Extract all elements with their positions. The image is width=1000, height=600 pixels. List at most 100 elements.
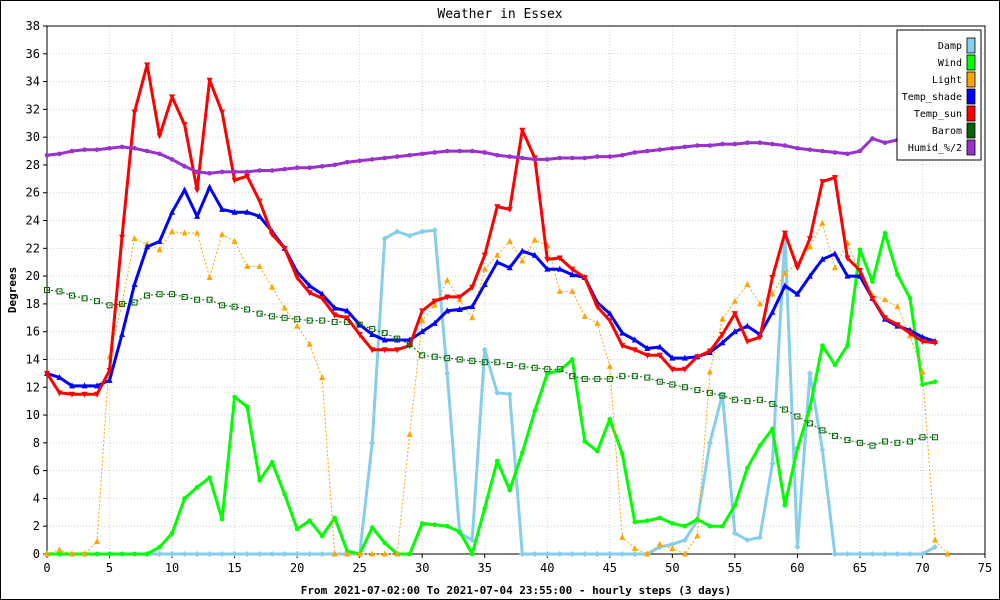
x-tick-label: 30 (415, 561, 429, 575)
barom-point (781, 406, 788, 413)
wind-point (482, 505, 488, 511)
damp-point (381, 235, 388, 242)
wind-point (607, 416, 613, 422)
wind-point (657, 515, 663, 521)
barom-point (706, 389, 713, 396)
light-point (894, 303, 901, 310)
temp-shade-point (531, 251, 538, 258)
humid-2-point (307, 165, 312, 171)
temp-sun-point (181, 122, 188, 129)
wind-point (182, 496, 187, 501)
humid-2-point (157, 151, 162, 157)
damp-point (706, 439, 713, 446)
legend: Damp Wind Light Temp_shade Temp_sun Barom Humi… (896, 29, 982, 161)
barom-point (319, 317, 326, 324)
damp-point (419, 228, 426, 235)
wind-point (144, 551, 150, 557)
damp-point (219, 551, 226, 557)
barom-point (719, 392, 726, 399)
light-point (681, 550, 688, 557)
barom-point (494, 359, 501, 366)
light-point (556, 287, 563, 294)
humid-2-point (219, 169, 225, 175)
wind-point (294, 526, 300, 532)
wind-point (457, 529, 463, 535)
y-tick-label: 38 (26, 19, 40, 33)
humid-2-point (782, 143, 788, 148)
temp-sun-point (494, 204, 501, 211)
wind-point (569, 357, 575, 362)
light-point (631, 544, 638, 551)
light-point (931, 536, 938, 543)
barom-point (444, 355, 451, 362)
x-tick-label: 10 (165, 561, 179, 575)
temp-shade-point (781, 282, 788, 289)
temp-sun-point (781, 230, 788, 237)
damp-point (831, 551, 838, 557)
barom-point (644, 374, 651, 381)
barom-point (131, 299, 138, 306)
barom-point (256, 310, 263, 317)
y-tick-label: 18 (26, 297, 40, 311)
damp-point (869, 551, 876, 557)
humid-2-point (369, 157, 375, 162)
temp-shade-point (106, 376, 113, 383)
legend-swatch-damp (966, 37, 976, 54)
damp-point (919, 551, 926, 557)
light-point (231, 237, 238, 244)
barom-point (381, 330, 388, 337)
damp-point (169, 551, 176, 557)
humid-2-point (870, 136, 875, 141)
wind-point (707, 523, 713, 529)
humid-2-point (269, 168, 275, 173)
light-point (719, 315, 726, 322)
temp-sun-point (681, 366, 688, 373)
light-point (606, 362, 613, 369)
temp-sun-point (881, 315, 888, 322)
temp-sun-point (856, 268, 863, 275)
y-tick-label: 4 (33, 491, 40, 505)
barom-point (419, 352, 426, 359)
light-point (744, 280, 751, 287)
y-tick-label: 22 (26, 241, 40, 255)
humid-2-point (757, 140, 763, 146)
barom-point (894, 439, 901, 446)
barom-point (69, 292, 76, 299)
damp-point (844, 551, 851, 557)
temp-shade-point (231, 208, 238, 215)
temp-sun-point (394, 347, 401, 354)
temp-sun-point (744, 338, 751, 345)
light-point (519, 257, 526, 264)
barom-point (44, 287, 50, 293)
temp-shade-point (519, 247, 526, 254)
temp-sun-point (669, 366, 676, 373)
light-point (781, 269, 788, 276)
damp-point (544, 551, 551, 557)
light-point (669, 544, 676, 551)
damp-point (494, 389, 501, 396)
barom-point (731, 396, 738, 403)
temp-shade-point (256, 212, 263, 219)
barom-point (219, 302, 226, 309)
damp-point (744, 537, 751, 544)
damp-point (194, 551, 201, 557)
humid-2-point (582, 155, 588, 161)
wind-point (419, 521, 425, 526)
barom-point (56, 288, 63, 295)
humid-2-point (632, 150, 638, 155)
temp-sun-point (644, 352, 651, 359)
temp-shade-point (56, 374, 63, 381)
x-tick-label: 70 (915, 561, 929, 575)
legend-swatch-wind (966, 54, 976, 71)
x-tick-label: 5 (106, 561, 113, 575)
y-tick-label: 30 (26, 130, 40, 144)
temp-sun-point (131, 109, 138, 116)
humid-2-point (144, 148, 150, 154)
light-point (44, 550, 50, 557)
series-temp-shade (44, 183, 938, 389)
temp-shade-point (919, 333, 926, 340)
barom-point (169, 291, 176, 298)
barom-point (806, 420, 813, 427)
humid-2-point (720, 141, 725, 147)
temp-shade-point (494, 258, 501, 265)
